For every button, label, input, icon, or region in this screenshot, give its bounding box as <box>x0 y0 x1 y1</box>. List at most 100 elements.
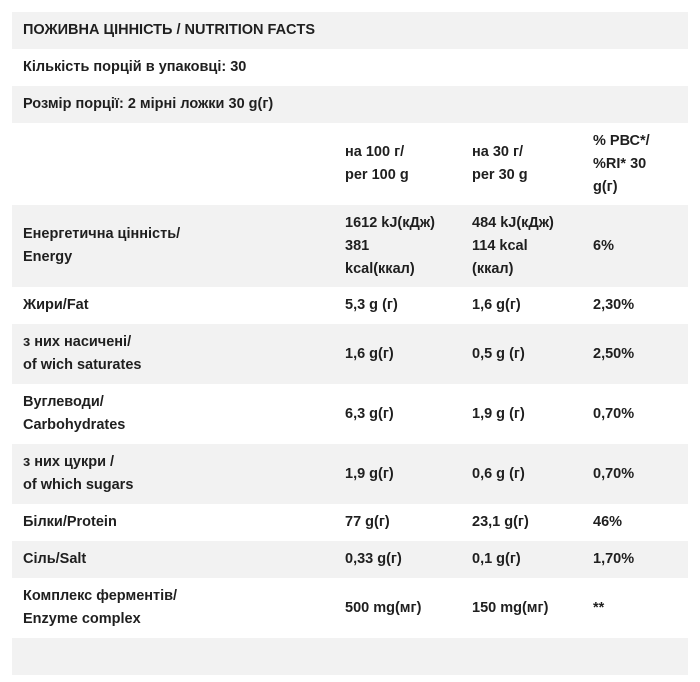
value-per30: 1,6 g(г) <box>472 294 593 317</box>
header-per30: на 30 г/ per 30 g <box>472 141 593 187</box>
value-per30-line: 0,1 g(г) <box>472 551 521 567</box>
value-per30-line: (ккал) <box>472 260 514 277</box>
header-per30-line: на 30 г/ <box>472 144 524 160</box>
nutrient-name: Білки/Protein <box>12 511 345 534</box>
serving-size: Розмір порції: 2 мірні ложки 30 g(г) <box>23 96 274 112</box>
value-per30-line: 114 kcal <box>472 237 528 254</box>
nutrient-name: Сіль/Salt <box>12 548 345 571</box>
value-ri: 0,70% <box>593 403 688 426</box>
nutrient-name-line: з них насичені/ <box>23 334 132 350</box>
value-ri-line: 2,50% <box>593 345 635 362</box>
table-row: Білки/Protein 77 g(г) 23,1 g(г) 46% <box>12 504 688 541</box>
value-per30-line: 0,6 g (г) <box>472 465 525 482</box>
nutrient-name: Комплекс ферментів/ Enzyme complex <box>12 585 345 631</box>
header-ri-line: %RI* 30 <box>593 155 647 172</box>
value-ri: 1,70% <box>593 548 688 571</box>
value-ri-line: 6% <box>593 237 614 254</box>
value-per30-line: 1,9 g (г) <box>472 405 525 422</box>
header-per100-line: per 100 g <box>345 167 409 183</box>
nutrition-table: ПОЖИВНА ЦІННІСТЬ / NUTRITION FACTS Кільк… <box>12 12 688 675</box>
serving-size-row: Розмір порції: 2 мірні ложки 30 g(г) <box>12 86 688 123</box>
nutrient-name: з них цукри / of which sugars <box>12 451 345 497</box>
header-ri-line: g(г) <box>593 178 618 195</box>
value-per30: 0,6 g (г) <box>472 463 593 486</box>
column-header-row: на 100 г/ per 100 g на 30 г/ per 30 g % … <box>12 123 688 205</box>
value-per30-line: 1,6 g(г) <box>472 297 521 313</box>
table-row: Жири/Fat 5,3 g (г) 1,6 g(г) 2,30% <box>12 287 688 324</box>
nutrient-name-line: Енергетична цінність/ <box>23 226 181 242</box>
value-ri-line: 0,70% <box>593 405 635 422</box>
empty-footer-row <box>12 638 688 675</box>
value-per100-line: 6,3 g(г) <box>345 405 394 422</box>
table-row: Енергетична цінність/ Energy 1612 kJ(кДж… <box>12 205 688 287</box>
value-per30-line: 150 mg(мг) <box>472 599 549 616</box>
servings-row: Кількість порцій в упаковці: 30 <box>12 49 688 86</box>
header-ri: % РВС*/ %RI* 30 g(г) <box>593 130 688 199</box>
value-per100: 1612 kJ(кДж) 381 kcal(ккал) <box>345 212 472 281</box>
value-per100-line: 77 g(г) <box>345 514 390 530</box>
value-ri-line: 2,30% <box>593 297 635 313</box>
table-title: ПОЖИВНА ЦІННІСТЬ / NUTRITION FACTS <box>23 22 316 38</box>
value-per30: 150 mg(мг) <box>472 597 593 620</box>
nutrient-name: з них насичені/ of wich saturates <box>12 331 345 377</box>
nutrient-name-line: з них цукри / <box>23 454 115 470</box>
header-per100-line: на 100 г/ <box>345 144 405 160</box>
value-per30-line: 484 kJ(кДж) <box>472 214 554 231</box>
nutrient-name-line: Вуглеводи/ <box>23 394 104 410</box>
table-row: Вуглеводи/ Carbohydrates 6,3 g(г) 1,9 g … <box>12 384 688 444</box>
value-per30: 23,1 g(г) <box>472 511 593 534</box>
nutrient-name-line: Enzyme complex <box>23 611 141 627</box>
value-per30: 0,5 g (г) <box>472 343 593 366</box>
header-per30-line: per 30 g <box>472 167 528 183</box>
value-ri: 46% <box>593 511 688 534</box>
value-per100: 1,6 g(г) <box>345 343 472 366</box>
table-title-row: ПОЖИВНА ЦІННІСТЬ / NUTRITION FACTS <box>12 12 688 49</box>
table-row: з них насичені/ of wich saturates 1,6 g(… <box>12 324 688 384</box>
value-per100-line: 0,33 g(г) <box>345 551 402 567</box>
nutrient-name-line: Energy <box>23 249 73 265</box>
nutrient-name-line: Carbohydrates <box>23 417 126 433</box>
nutrient-name: Вуглеводи/ Carbohydrates <box>12 391 345 437</box>
value-per100-line: 5,3 g (г) <box>345 297 398 313</box>
table-row: з них цукри / of which sugars 1,9 g(г) 0… <box>12 444 688 504</box>
value-ri-line: ** <box>593 599 605 616</box>
value-per100: 1,9 g(г) <box>345 463 472 486</box>
value-ri-line: 1,70% <box>593 551 635 567</box>
value-per100-line: 500 mg(мг) <box>345 599 422 616</box>
value-per100-line: kcal(ккал) <box>345 260 415 277</box>
value-ri: 0,70% <box>593 463 688 486</box>
value-per100-line: 1,9 g(г) <box>345 465 394 482</box>
value-ri: 6% <box>593 235 688 258</box>
value-per100: 6,3 g(г) <box>345 403 472 426</box>
value-ri: 2,50% <box>593 343 688 366</box>
header-ri-line: % РВС*/ <box>593 132 650 149</box>
nutrient-name-line: Жири/Fat <box>23 297 89 313</box>
value-per100-line: 381 <box>345 237 370 254</box>
value-per100-line: 1,6 g(г) <box>345 345 394 362</box>
value-per100-line: 1612 kJ(кДж) <box>345 214 435 231</box>
servings-per-pack: Кількість порцій в упаковці: 30 <box>23 59 247 75</box>
nutrient-name-line: Комплекс ферментів/ <box>23 588 178 604</box>
nutrient-name-line: of which sugars <box>23 477 134 493</box>
value-ri-line: 0,70% <box>593 465 635 482</box>
value-per30-line: 0,5 g (г) <box>472 345 525 362</box>
value-per30: 0,1 g(г) <box>472 548 593 571</box>
table-row: Комплекс ферментів/ Enzyme complex 500 m… <box>12 578 688 638</box>
value-per100: 500 mg(мг) <box>345 597 472 620</box>
value-ri: ** <box>593 597 688 620</box>
value-ri-line: 46% <box>593 514 623 530</box>
value-per30: 484 kJ(кДж) 114 kcal (ккал) <box>472 212 593 281</box>
value-per100: 5,3 g (г) <box>345 294 472 317</box>
value-per30-line: 23,1 g(г) <box>472 514 529 530</box>
nutrient-name-line: of wich saturates <box>23 357 142 373</box>
nutrient-name: Жири/Fat <box>12 294 345 317</box>
header-per100: на 100 г/ per 100 g <box>345 141 472 187</box>
nutrient-name: Енергетична цінність/ Energy <box>12 223 345 269</box>
value-per100: 77 g(г) <box>345 511 472 534</box>
table-row: Сіль/Salt 0,33 g(г) 0,1 g(г) 1,70% <box>12 541 688 578</box>
value-ri: 2,30% <box>593 294 688 317</box>
nutrient-name-line: Білки/Protein <box>23 514 117 530</box>
value-per30: 1,9 g (г) <box>472 403 593 426</box>
value-per100: 0,33 g(г) <box>345 548 472 571</box>
nutrient-name-line: Сіль/Salt <box>23 551 87 567</box>
